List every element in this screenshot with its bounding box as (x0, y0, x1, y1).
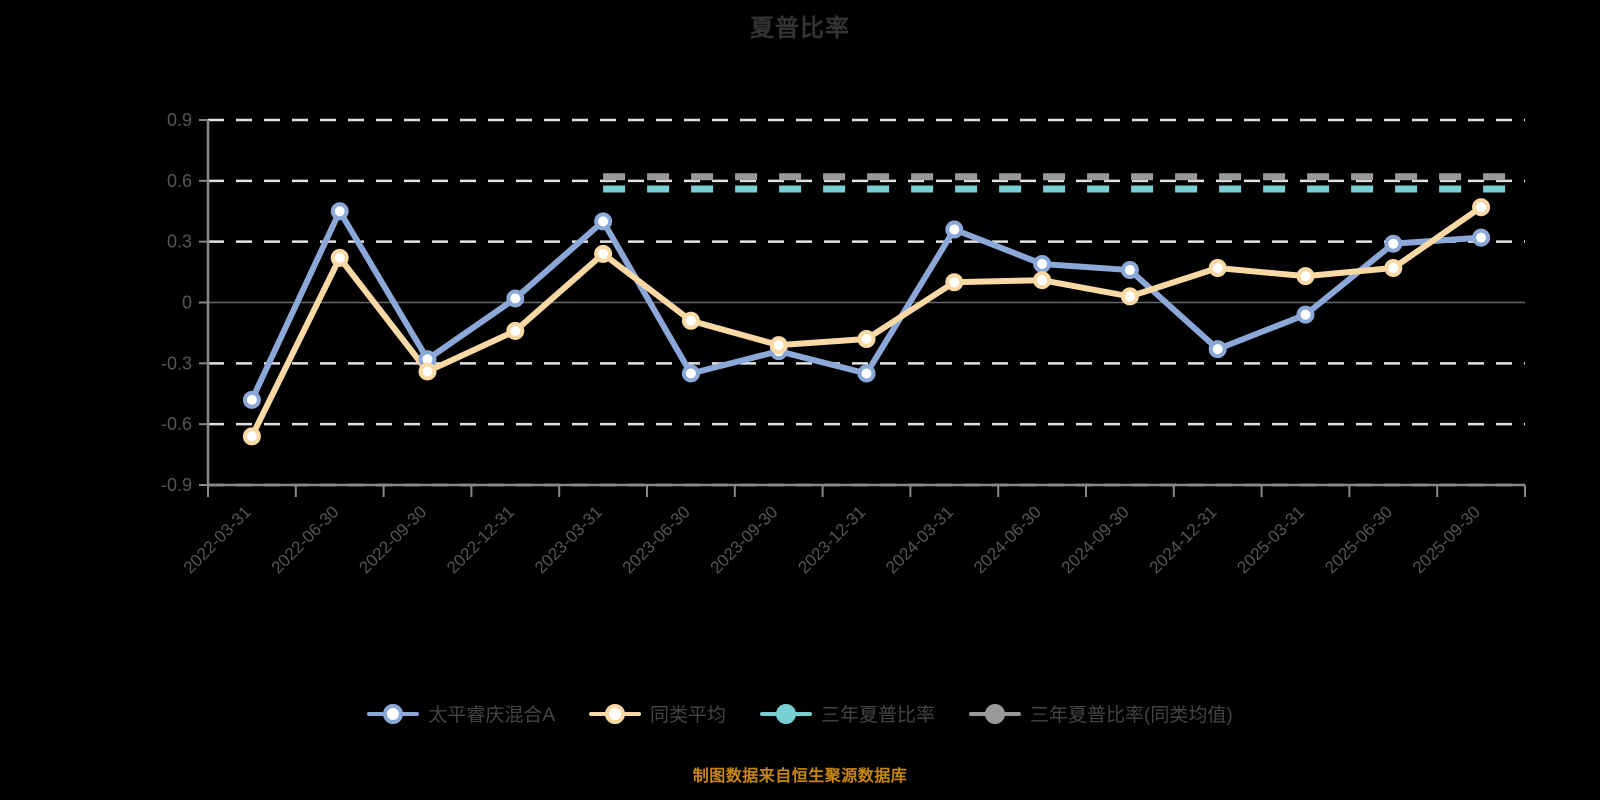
x-axis-tick-label: 2024-12-31 (1146, 502, 1221, 577)
legend-item-label: 三年夏普比率 (821, 705, 936, 726)
y-axis-tick-label: -0.9 (161, 475, 192, 495)
data-point (418, 362, 437, 381)
legend-item-label: 太平睿庆混合A (428, 705, 555, 726)
data-point (1296, 305, 1315, 324)
chart-legend: 太平睿庆混合A 同类平均 三年夏普比率 三年夏普比率(同类均值) (0, 700, 1600, 727)
data-point (594, 244, 613, 263)
data-point (1033, 254, 1052, 273)
legend-marker-icon (760, 701, 813, 727)
data-point (330, 248, 349, 267)
page-title: 夏普比率 (750, 15, 850, 42)
x-axis-tick-label: 2025-03-31 (1233, 502, 1308, 577)
legend-item[interactable]: 太平睿庆混合A (367, 700, 555, 727)
data-point (506, 321, 525, 340)
data-point (681, 364, 700, 383)
data-point (1384, 259, 1403, 278)
legend-item-label: 同类平均 (650, 705, 727, 726)
data-point (330, 202, 349, 221)
footer-note: 制图数据来自恒生聚源数据库 (692, 768, 908, 785)
x-axis-tick-label: 2022-12-31 (443, 502, 518, 577)
data-point (242, 390, 261, 409)
x-axis-tick-label: 2025-09-30 (1409, 502, 1484, 577)
data-point (1120, 287, 1139, 306)
legend-item-label: 三年夏普比率(同类均值) (1030, 705, 1233, 726)
x-axis-tick-label: 2025-06-30 (1321, 502, 1396, 577)
x-axis-tick-label: 2024-09-30 (1058, 502, 1133, 577)
x-axis-tick-label: 2023-06-30 (619, 502, 694, 577)
legend-marker-icon (969, 701, 1022, 727)
data-point (945, 220, 964, 239)
data-point (594, 212, 613, 231)
data-point (1472, 228, 1491, 247)
y-axis-tick-label: 0 (182, 293, 192, 313)
data-point (506, 289, 525, 308)
data-point (1208, 259, 1227, 278)
data-point (1384, 234, 1403, 253)
y-axis-tick-label: -0.3 (161, 353, 192, 373)
data-point (1296, 267, 1315, 286)
data-point (681, 311, 700, 330)
legend-item[interactable]: 同类平均 (589, 700, 726, 727)
x-axis-tick-label: 2024-03-31 (882, 502, 957, 577)
data-point (1033, 271, 1052, 290)
x-axis-tick-label: 2023-03-31 (531, 502, 606, 577)
legend-item[interactable]: 三年夏普比率 (760, 700, 935, 727)
x-axis-tick-label: 2023-09-30 (707, 502, 782, 577)
legend-item[interactable]: 三年夏普比率(同类均值) (969, 700, 1233, 727)
plot-area: 0.9 0.6 0.3 0 -0.3 -0.6 -0.9 2022-03-31 2022-06-… (161, 110, 1526, 577)
data-point (769, 336, 788, 355)
x-axis-tick-label: 2022-03-31 (180, 502, 255, 577)
x-axis-tick-label: 2024-06-30 (970, 502, 1045, 577)
x-axis-tick-label: 2022-06-30 (268, 502, 343, 577)
data-point (1120, 261, 1139, 280)
y-axis-tick-label: 0.9 (167, 110, 192, 130)
legend-marker-icon (367, 701, 420, 727)
x-axis-tick-label: 2023-12-31 (794, 502, 869, 577)
x-axis-tick-label: 2022-09-30 (355, 502, 430, 577)
data-point (1208, 340, 1227, 359)
data-point (1472, 198, 1491, 217)
y-axis-tick-label: 0.3 (167, 232, 192, 252)
data-point (857, 330, 876, 348)
y-axis-tick-label: -0.6 (161, 414, 192, 434)
data-point (945, 273, 964, 292)
data-point (857, 364, 876, 383)
legend-marker-icon (589, 701, 641, 727)
y-axis-tick-label: 0.6 (167, 171, 192, 191)
data-point (242, 427, 261, 446)
